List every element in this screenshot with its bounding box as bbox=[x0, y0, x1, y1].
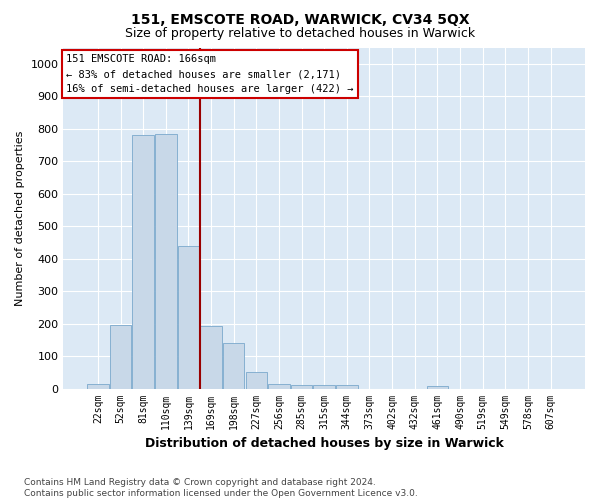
Bar bbox=[313, 386, 335, 388]
Bar bbox=[133, 135, 154, 388]
Bar bbox=[427, 386, 448, 388]
Bar bbox=[291, 384, 313, 388]
Text: Contains HM Land Registry data © Crown copyright and database right 2024.
Contai: Contains HM Land Registry data © Crown c… bbox=[24, 478, 418, 498]
Text: 151 EMSCOTE ROAD: 166sqm
← 83% of detached houses are smaller (2,171)
16% of sem: 151 EMSCOTE ROAD: 166sqm ← 83% of detach… bbox=[66, 54, 353, 94]
Y-axis label: Number of detached properties: Number of detached properties bbox=[15, 130, 25, 306]
Bar bbox=[245, 372, 267, 388]
Bar bbox=[268, 384, 290, 388]
Bar bbox=[110, 325, 131, 388]
Bar bbox=[200, 326, 222, 388]
Bar bbox=[87, 384, 109, 388]
Bar bbox=[155, 134, 176, 388]
Text: Size of property relative to detached houses in Warwick: Size of property relative to detached ho… bbox=[125, 28, 475, 40]
Bar bbox=[178, 246, 199, 388]
Text: 151, EMSCOTE ROAD, WARWICK, CV34 5QX: 151, EMSCOTE ROAD, WARWICK, CV34 5QX bbox=[131, 12, 469, 26]
X-axis label: Distribution of detached houses by size in Warwick: Distribution of detached houses by size … bbox=[145, 437, 503, 450]
Bar bbox=[336, 386, 358, 388]
Bar bbox=[223, 343, 244, 388]
